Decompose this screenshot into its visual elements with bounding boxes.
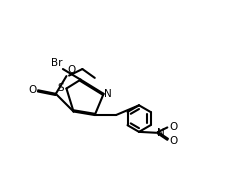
Text: O: O xyxy=(28,85,36,95)
Text: O: O xyxy=(67,65,75,75)
Text: O: O xyxy=(168,136,176,146)
Text: O: O xyxy=(168,122,176,132)
Text: N: N xyxy=(104,89,112,99)
Text: Br: Br xyxy=(50,58,62,68)
Text: N: N xyxy=(156,128,164,138)
Text: S: S xyxy=(57,83,64,93)
